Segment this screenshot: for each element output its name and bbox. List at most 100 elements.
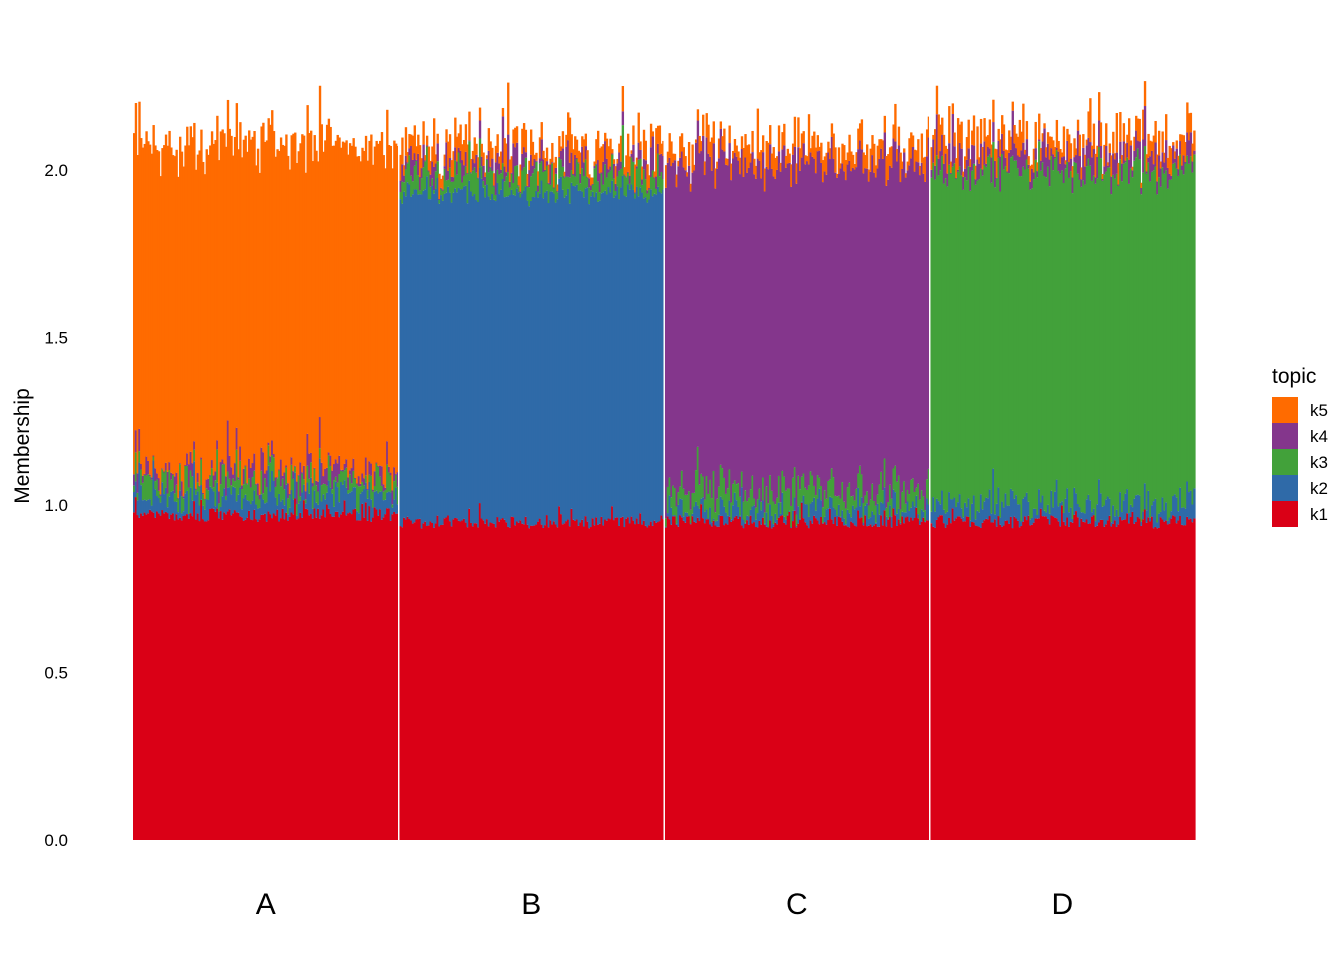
bar-segment-k3 <box>769 475 772 505</box>
bar-segment-k4 <box>574 154 577 177</box>
bar-segment-k3 <box>230 485 233 495</box>
bar-segment-k2 <box>588 204 591 529</box>
bar-segment-k4 <box>786 163 790 489</box>
bar-segment-k2 <box>807 516 811 529</box>
bar-segment-k4 <box>1120 163 1124 182</box>
bar-segment-k4 <box>869 171 872 500</box>
bar-segment-k4 <box>189 451 193 471</box>
bar-segment-k4 <box>484 176 487 186</box>
bar-segment-k1 <box>746 520 749 840</box>
bar-segment-k5 <box>735 145 738 157</box>
bar-segment-k3 <box>403 182 406 192</box>
bar-segment-k1 <box>1140 525 1143 840</box>
bar-segment-k4 <box>839 168 842 499</box>
bar-segment-k3 <box>709 479 712 508</box>
bar-segment-k1 <box>341 511 345 840</box>
bar-segment-k4 <box>589 185 593 191</box>
bar-segment-k5 <box>173 156 177 477</box>
bar-segment-k1 <box>1133 523 1136 840</box>
bar-segment-k1 <box>216 508 219 840</box>
bar-segment-k1 <box>156 511 159 840</box>
bar-segment-k1 <box>538 518 542 840</box>
bar-segment-k5 <box>955 158 958 178</box>
bar-segment-k1 <box>350 514 354 840</box>
bar-segment-k1 <box>368 506 371 840</box>
bar-segment-k4 <box>514 147 517 167</box>
bar-segment-k5 <box>494 145 498 163</box>
bar-segment-k2 <box>510 189 513 517</box>
bar-segment-k2 <box>209 486 212 509</box>
bar-segment-k2 <box>605 194 609 521</box>
bar-segment-k3 <box>844 508 848 525</box>
bar-segment-k1 <box>450 526 453 840</box>
bar-segment-k2 <box>751 506 754 524</box>
bar-segment-k2 <box>1193 488 1196 519</box>
bar-segment-k4 <box>324 468 327 485</box>
bar-segment-k3 <box>965 180 969 508</box>
bar-segment-k5 <box>581 136 584 147</box>
bar-segment-k1 <box>1163 521 1166 840</box>
bar-segment-k5 <box>1046 132 1050 144</box>
bar-segment-k3 <box>235 449 239 502</box>
bar-segment-k4 <box>604 141 607 165</box>
bar-segment-k1 <box>972 522 976 840</box>
bar-segment-k4 <box>1113 159 1117 179</box>
bar-segment-k1 <box>1066 517 1069 840</box>
bar-segment-k4 <box>558 156 561 158</box>
bar-segment-k5 <box>408 134 411 149</box>
bar-segment-k2 <box>1053 491 1057 518</box>
bar-segment-k1 <box>781 515 784 840</box>
bar-segment-k5 <box>1136 118 1140 141</box>
bar-segment-k2 <box>967 498 970 517</box>
bar-segment-k2 <box>1129 504 1133 517</box>
bar-segment-k4 <box>193 441 196 450</box>
bar-segment-k1 <box>890 527 894 840</box>
bar-segment-k5 <box>946 148 949 174</box>
bar-segment-k5 <box>992 99 995 123</box>
bar-segment-k2 <box>1159 511 1163 518</box>
bar-segment-k3 <box>393 481 396 500</box>
bar-segment-k3 <box>577 163 580 191</box>
bar-segment-k1 <box>1166 524 1170 840</box>
bar-segment-k5 <box>1096 145 1099 157</box>
bar-segment-k4 <box>152 455 155 457</box>
bar-segment-k1 <box>526 524 529 840</box>
bar-segment-k3 <box>1083 184 1087 514</box>
bar-segment-k5 <box>616 158 619 164</box>
bar-segment-k3 <box>1006 172 1009 506</box>
bar-segment-k1 <box>607 518 610 840</box>
bar-segment-k1 <box>726 524 730 840</box>
bar-segment-k4 <box>322 476 325 484</box>
bar-segment-k1 <box>582 526 586 840</box>
bar-segment-k5 <box>1053 147 1057 157</box>
bar-segment-k4 <box>219 462 223 485</box>
bar-segment-k1 <box>1101 519 1104 840</box>
bar-segment-k1 <box>818 524 821 840</box>
bar-segment-k2 <box>1135 495 1138 523</box>
bar-segment-k4 <box>1150 150 1154 172</box>
bar-segment-k2 <box>1173 494 1177 517</box>
bar-segment-k5 <box>186 126 189 454</box>
bar-segment-k5 <box>1127 118 1131 160</box>
bar-segment-k4 <box>461 160 464 183</box>
bar-segment-k1 <box>788 511 791 840</box>
bar-segment-k5 <box>191 137 194 464</box>
bar-segment-k2 <box>969 520 972 527</box>
bar-segment-k5 <box>279 137 283 460</box>
bar-segment-k5 <box>712 121 715 144</box>
bar-segment-k5 <box>646 164 649 191</box>
bar-segment-k5 <box>154 145 157 469</box>
bar-segment-k5 <box>317 161 320 482</box>
bar-segment-k3 <box>1120 181 1124 513</box>
bar-segment-k5 <box>1004 149 1007 158</box>
bar-segment-k3 <box>210 468 214 489</box>
bar-segment-k3 <box>318 448 322 459</box>
bar-segment-k4 <box>239 446 242 461</box>
bar-segment-k2 <box>1015 495 1018 519</box>
bar-segment-k3 <box>565 176 568 196</box>
bar-segment-k2 <box>198 505 201 522</box>
bar-segment-k1 <box>589 527 593 840</box>
bar-segment-k2 <box>908 510 911 522</box>
bar-segment-k2 <box>542 198 545 528</box>
bar-segment-k1 <box>821 523 825 840</box>
